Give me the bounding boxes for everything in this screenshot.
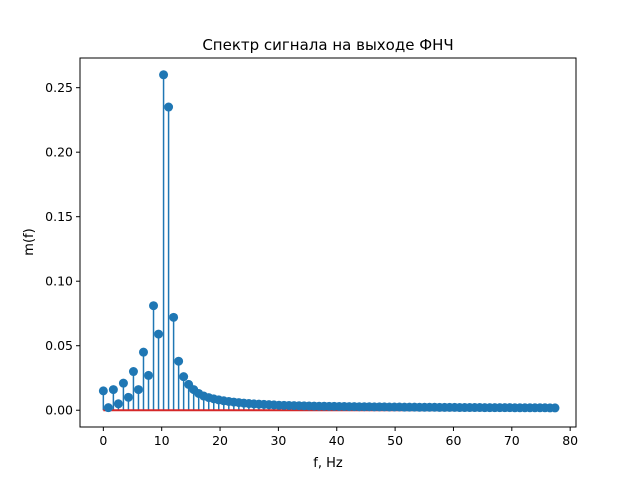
- stem-marker: [169, 312, 179, 322]
- stem-marker: [98, 386, 108, 396]
- axes-frame: [79, 57, 577, 428]
- stem-marker: [123, 392, 133, 402]
- stem-marker: [179, 372, 189, 382]
- stem-marker: [113, 399, 123, 409]
- y-axis-label: m(f): [22, 228, 37, 255]
- x-axis-label: f, Hz: [313, 456, 343, 471]
- stem-marker: [159, 70, 169, 80]
- x-tick-label: 40: [329, 433, 345, 448]
- chart-title: Спектр сигнала на выходе ФНЧ: [202, 36, 453, 54]
- axis-ticks: 0 10 20 30 40 50 60 70 80 0.00 0.05 0.10 0.15 0.20 0.2…: [45, 80, 578, 448]
- stem-marker: [133, 385, 143, 395]
- x-tick-label: 30: [270, 433, 286, 448]
- x-tick-label: 50: [387, 433, 403, 448]
- y-tick-label: 0.25: [45, 80, 73, 95]
- x-tick-label: 80: [562, 433, 578, 448]
- y-tick-label: 0.15: [45, 209, 73, 224]
- stem-marker: [118, 378, 128, 388]
- stem-marker: [164, 102, 174, 112]
- x-tick-label: 60: [446, 433, 462, 448]
- y-tick-label: 0.05: [45, 338, 73, 353]
- stem-marker: [550, 403, 560, 413]
- x-tick-label: 70: [504, 433, 520, 448]
- stem-marker: [103, 403, 113, 413]
- x-tick-label: 20: [212, 433, 228, 448]
- stem-marker: [138, 347, 148, 357]
- y-tick-label: 0.20: [45, 145, 73, 160]
- x-tick-label: 0: [99, 433, 107, 448]
- y-tick-label: 0.10: [45, 274, 73, 289]
- stem-marker: [149, 301, 159, 311]
- stem-marker: [174, 356, 184, 366]
- x-tick-label: 10: [154, 433, 170, 448]
- stem-marker: [108, 385, 118, 395]
- stem-marker: [154, 329, 164, 339]
- chart-marks: [98, 70, 560, 413]
- stem-marker: [144, 370, 154, 380]
- y-tick-label: 0.00: [45, 403, 73, 418]
- stem-marker: [128, 367, 138, 377]
